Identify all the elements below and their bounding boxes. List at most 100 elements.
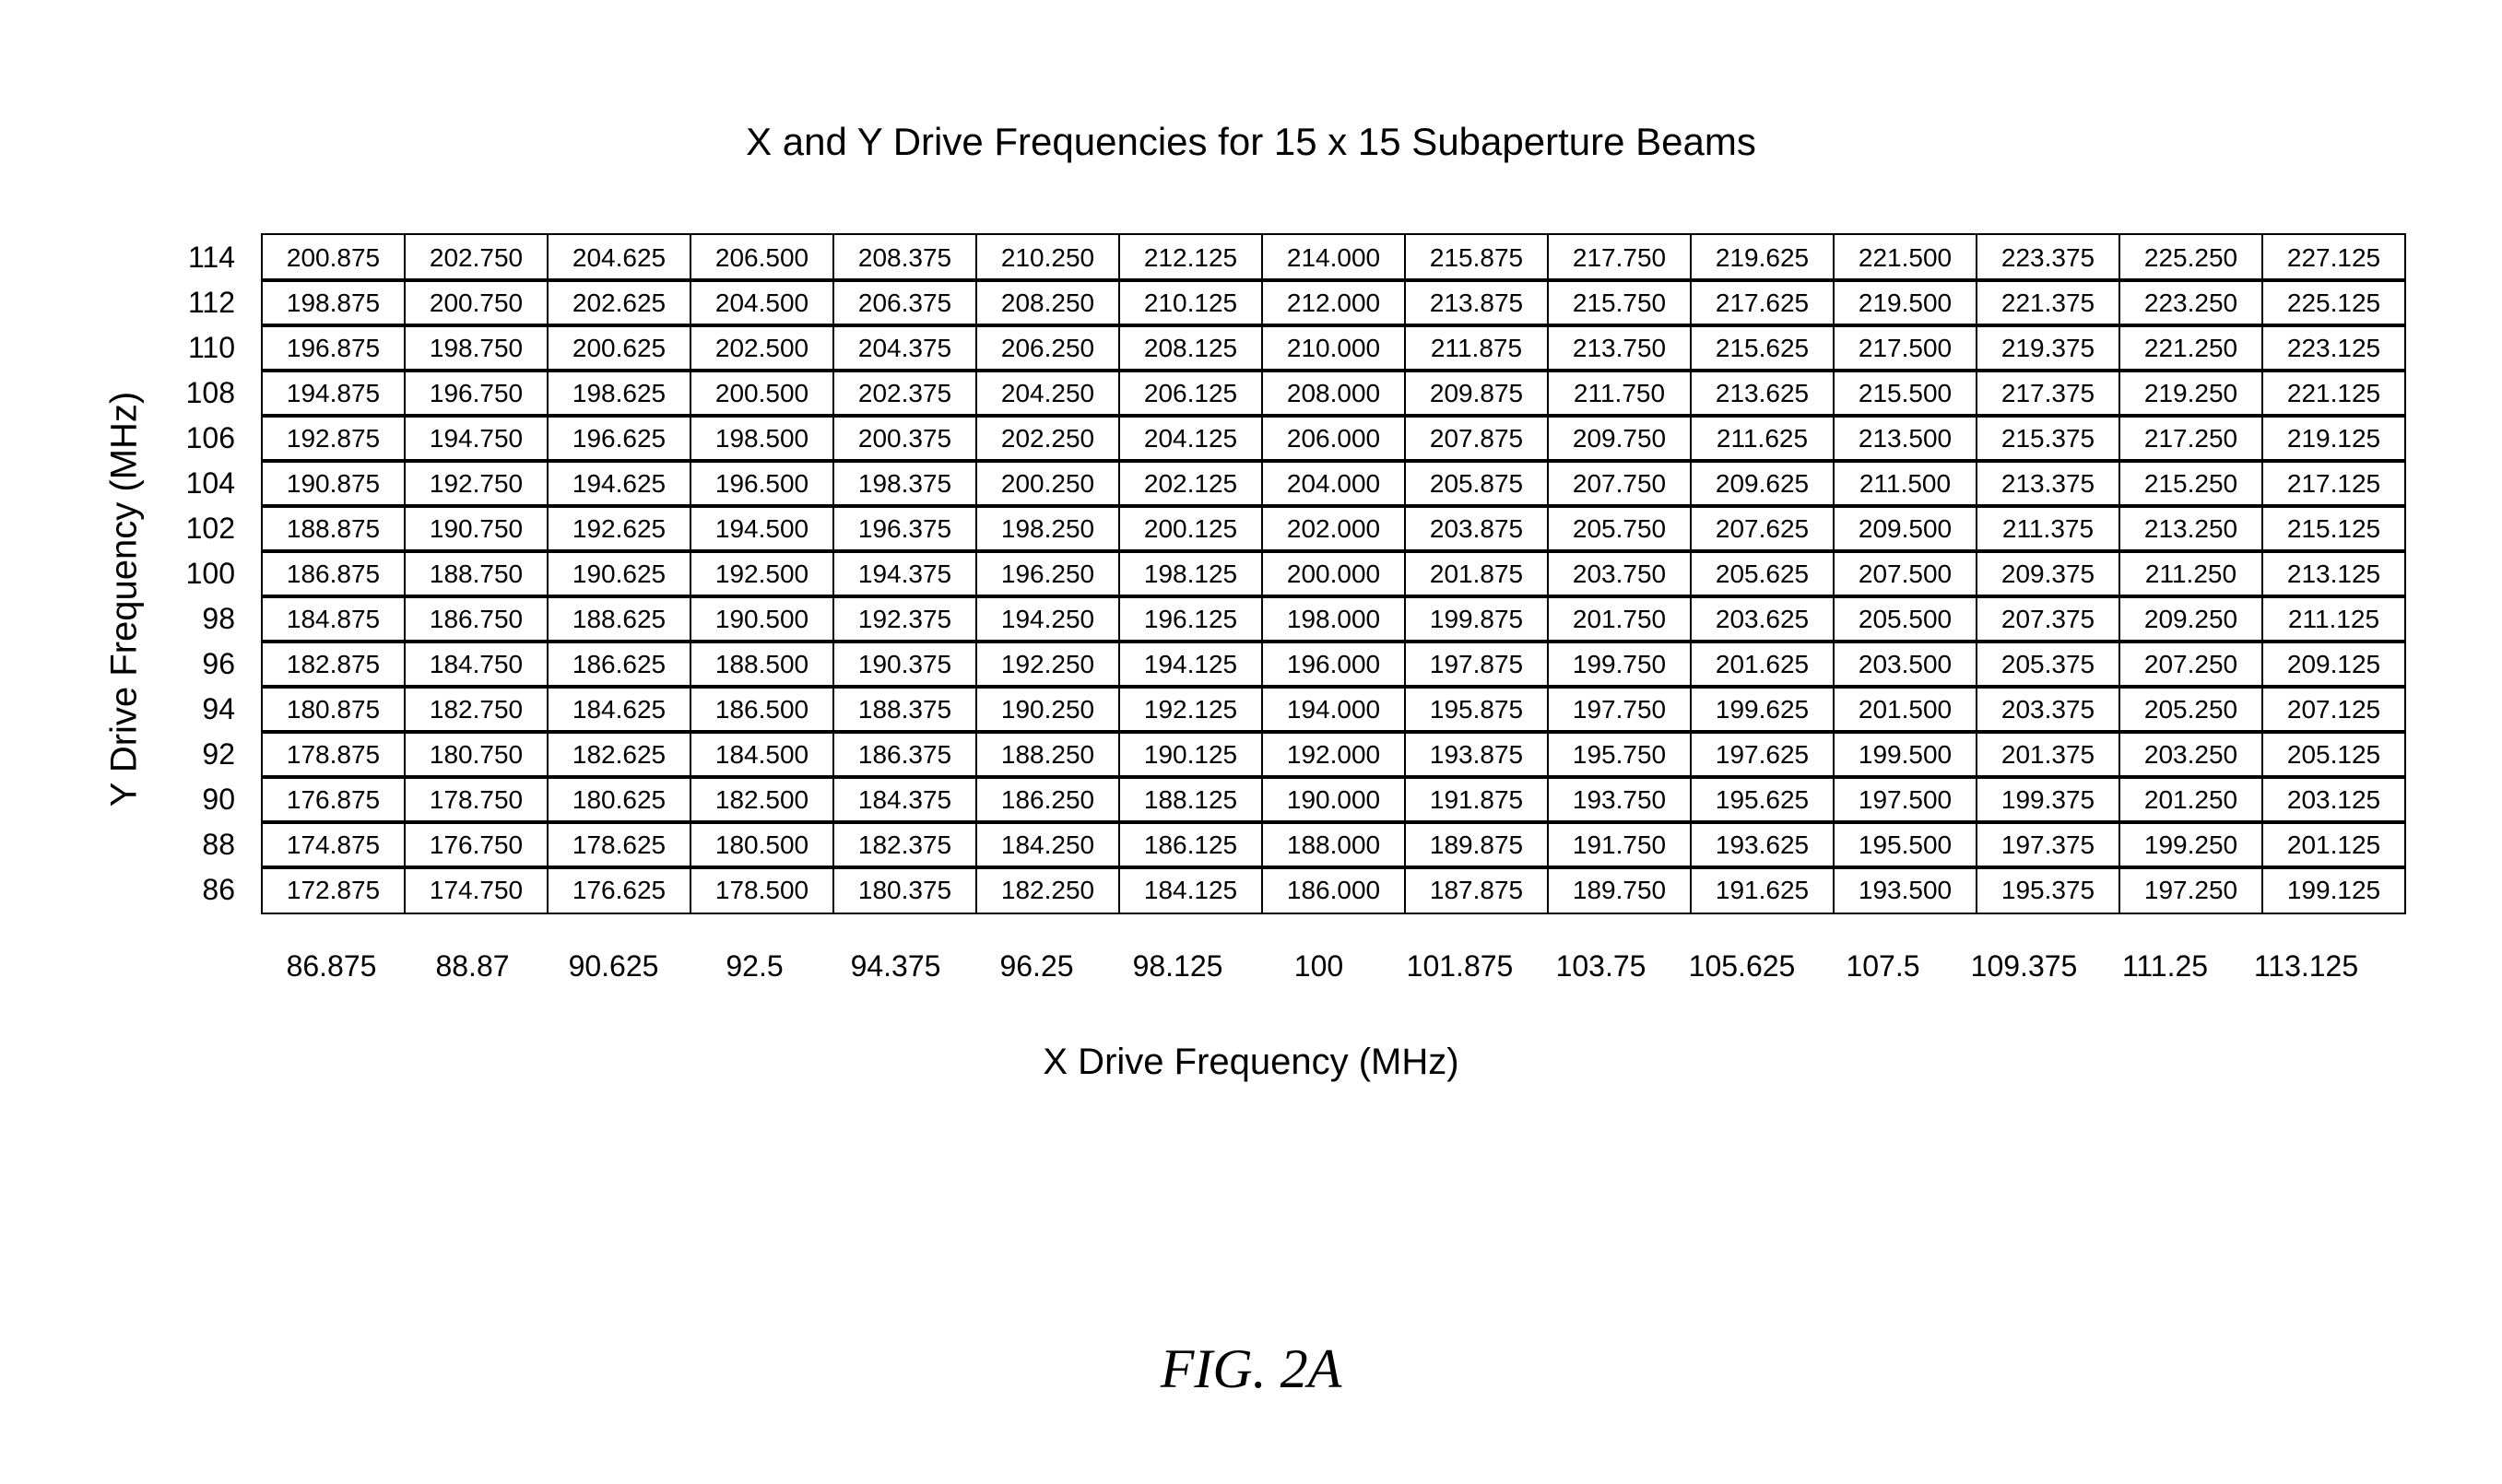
data-table-row: 192.875194.750196.625198.500200.375202.2… [261, 414, 2406, 463]
table-cell: 192.375 [833, 595, 976, 642]
table-cell: 193.500 [1834, 866, 1977, 913]
table-row: 114200.875202.750204.625206.500208.37521… [152, 235, 2457, 280]
table-cell: 184.500 [690, 731, 833, 778]
table-cell: 189.750 [1548, 866, 1691, 913]
table-cell: 201.750 [1548, 595, 1691, 642]
table-cell: 204.250 [976, 370, 1119, 417]
table-cell: 217.750 [1548, 234, 1691, 281]
table-row: 102188.875190.750192.625194.500196.37519… [152, 506, 2457, 551]
table-cell: 217.125 [2262, 460, 2405, 507]
table-cell: 178.875 [262, 731, 405, 778]
table-cell: 195.375 [1977, 866, 2119, 913]
table-cell: 201.375 [1977, 731, 2119, 778]
table-cell: 196.875 [262, 324, 405, 371]
table-cell: 206.500 [690, 234, 833, 281]
y-axis-label: Y Drive Frequency (MHz) [104, 392, 146, 807]
table-row: 100186.875188.750190.625192.500194.37519… [152, 551, 2457, 596]
table-cell: 176.875 [262, 776, 405, 823]
table-cell: 190.875 [262, 460, 405, 507]
table-row: 112198.875200.750202.625204.500206.37520… [152, 280, 2457, 325]
table-cell: 212.125 [1119, 234, 1262, 281]
table-cell: 186.250 [976, 776, 1119, 823]
table-cell: 221.500 [1834, 234, 1977, 281]
table-cell: 209.875 [1405, 370, 1548, 417]
table-cell: 215.750 [1548, 279, 1691, 326]
table-cell: 194.625 [548, 460, 690, 507]
table-cell: 205.125 [2262, 731, 2405, 778]
y-tick-label: 94 [152, 692, 261, 726]
table-cell: 213.875 [1405, 279, 1548, 326]
table-cell: 213.500 [1834, 415, 1977, 462]
table-cell: 201.625 [1691, 641, 1834, 688]
table-cell: 192.875 [262, 415, 405, 462]
table-cell: 178.625 [548, 821, 690, 868]
table-cell: 200.000 [1262, 550, 1405, 597]
table-row: 110196.875198.750200.625202.500204.37520… [152, 325, 2457, 371]
table-cell: 202.125 [1119, 460, 1262, 507]
table-cell: 203.125 [2262, 776, 2405, 823]
x-tick-label: 100 [1248, 949, 1389, 983]
table-cell: 205.750 [1548, 505, 1691, 552]
table-cell: 193.875 [1405, 731, 1548, 778]
x-tick-label: 96.25 [966, 949, 1107, 983]
data-table-row: 182.875184.750186.625188.500190.375192.2… [261, 640, 2406, 689]
data-table-row: 188.875190.750192.625194.500196.375198.2… [261, 504, 2406, 553]
table-cell: 215.500 [1834, 370, 1977, 417]
table-row: 108194.875196.750198.625200.500202.37520… [152, 371, 2457, 416]
table-cell: 190.000 [1262, 776, 1405, 823]
table-cell: 194.250 [976, 595, 1119, 642]
y-tick-label: 102 [152, 512, 261, 546]
table-cell: 215.375 [1977, 415, 2119, 462]
table-cell: 219.625 [1691, 234, 1834, 281]
y-tick-label: 100 [152, 557, 261, 591]
table-cell: 201.125 [2262, 821, 2405, 868]
table-cell: 182.500 [690, 776, 833, 823]
table-cell: 225.125 [2262, 279, 2405, 326]
table-cell: 203.625 [1691, 595, 1834, 642]
table-cell: 202.250 [976, 415, 1119, 462]
table-cell: 200.875 [262, 234, 405, 281]
table-cell: 202.750 [405, 234, 548, 281]
table-cell: 214.000 [1262, 234, 1405, 281]
table-cell: 211.125 [2262, 595, 2405, 642]
table-cell: 196.625 [548, 415, 690, 462]
table-cell: 205.500 [1834, 595, 1977, 642]
table-cell: 200.500 [690, 370, 833, 417]
table-cell: 180.500 [690, 821, 833, 868]
table-cell: 200.625 [548, 324, 690, 371]
table-cell: 204.000 [1262, 460, 1405, 507]
table-cell: 201.875 [1405, 550, 1548, 597]
table-cell: 190.750 [405, 505, 548, 552]
y-tick-label: 98 [152, 602, 261, 636]
table-cell: 194.375 [833, 550, 976, 597]
table-cell: 207.125 [2262, 686, 2405, 733]
table-cell: 211.500 [1834, 460, 1977, 507]
table-cell: 207.750 [1548, 460, 1691, 507]
table-cell: 207.625 [1691, 505, 1834, 552]
y-tick-label: 108 [152, 376, 261, 410]
table-cell: 188.000 [1262, 821, 1405, 868]
table-cell: 184.250 [976, 821, 1119, 868]
table-cell: 188.125 [1119, 776, 1262, 823]
table-cell: 196.000 [1262, 641, 1405, 688]
table-row: 96182.875184.750186.625188.500190.375192… [152, 642, 2457, 687]
table-cell: 195.500 [1834, 821, 1977, 868]
table-cell: 184.125 [1119, 866, 1262, 913]
table-cell: 207.875 [1405, 415, 1548, 462]
table-cell: 172.875 [262, 866, 405, 913]
table-cell: 200.375 [833, 415, 976, 462]
table-cell: 204.125 [1119, 415, 1262, 462]
table-cell: 213.125 [2262, 550, 2405, 597]
table-cell: 176.625 [548, 866, 690, 913]
table-cell: 190.500 [690, 595, 833, 642]
table-cell: 206.000 [1262, 415, 1405, 462]
table-cell: 188.500 [690, 641, 833, 688]
table-cell: 210.000 [1262, 324, 1405, 371]
table-cell: 192.250 [976, 641, 1119, 688]
table-cell: 206.375 [833, 279, 976, 326]
table-cell: 227.125 [2262, 234, 2405, 281]
table-cell: 190.625 [548, 550, 690, 597]
table-cell: 219.125 [2262, 415, 2405, 462]
table-cell: 199.375 [1977, 776, 2119, 823]
table-cell: 204.500 [690, 279, 833, 326]
